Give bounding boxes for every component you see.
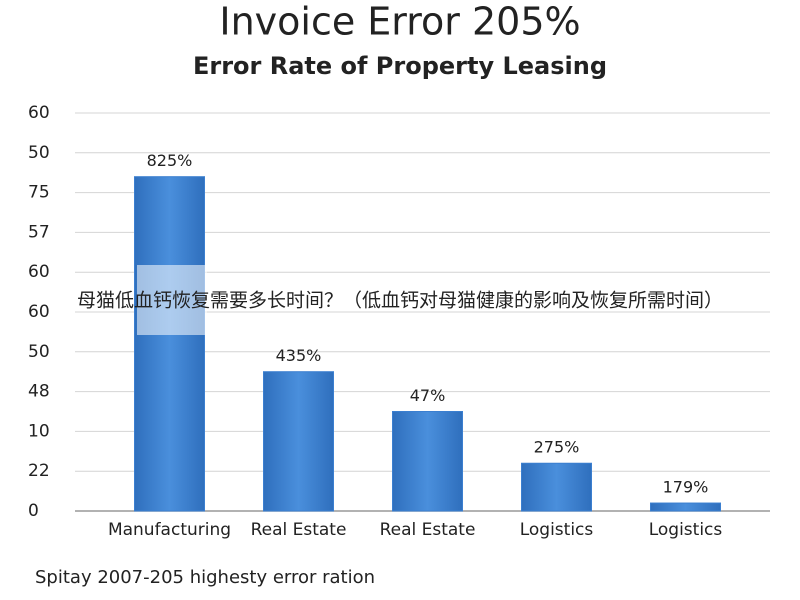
- bar-annotation: 47%: [410, 386, 446, 405]
- y-tick-label: 60: [28, 262, 50, 282]
- x-tick-label: Real Estate: [251, 520, 347, 540]
- x-tick-label: Logistics: [520, 520, 594, 540]
- bar: [134, 176, 205, 512]
- y-tick-label: 22: [28, 461, 50, 481]
- chart-subtitle: Error Rate of Property Leasing: [193, 52, 607, 80]
- y-tick-label: 60: [28, 103, 50, 123]
- y-tick-label: 75: [28, 183, 50, 203]
- bar-annotation: 179%: [663, 478, 709, 497]
- y-tick-label: 50: [28, 342, 50, 362]
- bar-annotation: 275%: [534, 438, 580, 457]
- bar-annotation: 435%: [276, 346, 322, 365]
- y-tick-label: 60: [28, 302, 50, 322]
- y-tick-label: 50: [28, 143, 50, 163]
- overlay-text: 母猫低血钙恢复需要多长时间？（低血钙对母猫健康的影响及恢复所需时间）: [77, 290, 723, 312]
- bar-annotation: 825%: [147, 151, 193, 170]
- y-tick-label: 48: [28, 382, 50, 402]
- bar: [521, 462, 592, 512]
- footnote: Spitay 2007-205 highesty error ration: [35, 567, 375, 588]
- y-tick-label: 0: [28, 501, 39, 521]
- bar: [650, 502, 721, 512]
- bar: [263, 371, 334, 512]
- x-tick-label: Logistics: [649, 520, 723, 540]
- bar: [392, 411, 463, 512]
- y-tick-label: 57: [28, 222, 50, 242]
- x-tick-label: Manufacturing: [108, 520, 231, 540]
- y-tick-label: 10: [28, 421, 50, 441]
- x-tick-label: Real Estate: [380, 520, 476, 540]
- overlay-band: [137, 265, 207, 335]
- chart-title: Invoice Error 205%: [219, 0, 580, 44]
